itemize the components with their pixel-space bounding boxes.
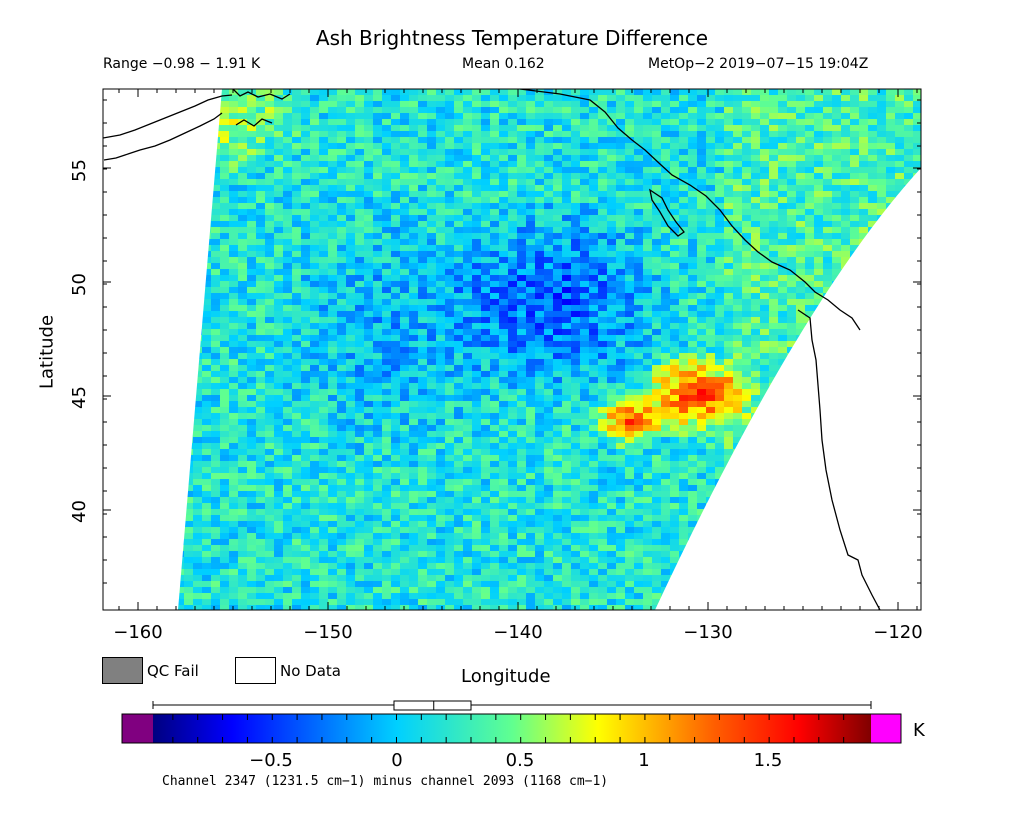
colorbar-tick-label: 0.5 (505, 750, 535, 771)
axis-ticks (103, 89, 921, 610)
y-tick-label: 50 (68, 273, 90, 296)
colorbar-unit: K (913, 720, 925, 741)
qc-fail-label: QC Fail (147, 662, 199, 680)
mean-label: Mean 0.162 (462, 56, 545, 72)
colorbar-tick-label: 0 (391, 750, 403, 771)
colorbar (153, 714, 871, 743)
x-tick-label: −120 (873, 622, 923, 643)
x-tick-label: −130 (683, 622, 733, 643)
no-data-swatch (235, 657, 276, 684)
x-tick-label: −160 (113, 622, 163, 643)
chart-title: Ash Brightness Temperature Difference (315, 26, 709, 50)
colorbar-under (122, 714, 153, 743)
colorbar-boxplot (152, 700, 872, 711)
y-axis-label: Latitude (36, 314, 58, 390)
coastline (103, 89, 881, 610)
colorbar-frame (121, 713, 902, 744)
colorbar-tick-label: −0.5 (249, 750, 293, 771)
colorbar-tick-label: 1.5 (753, 750, 783, 771)
data-swath (178, 89, 921, 610)
plot-frame (102, 88, 922, 611)
x-tick-label: −140 (493, 622, 543, 643)
y-tick-label: 55 (68, 159, 90, 182)
colorbar-over (871, 714, 901, 743)
qc-fail-swatch (102, 657, 143, 684)
channel-footnote: Channel 2347 (1231.5 cm−1) minus channel… (162, 774, 609, 789)
x-axis-label: Longitude (461, 666, 551, 687)
x-tick-label: −150 (303, 622, 353, 643)
range-label: Range −0.98 − 1.91 K (103, 56, 261, 72)
y-tick-label: 40 (68, 500, 90, 523)
no-data-label: No Data (280, 662, 341, 680)
y-tick-label: 45 (68, 386, 90, 409)
satellite-time-label: MetOp−2 2019−07−15 19:04Z (648, 56, 869, 72)
colorbar-ticks (172, 714, 845, 743)
colorbar-tick-label: 1 (638, 750, 650, 771)
